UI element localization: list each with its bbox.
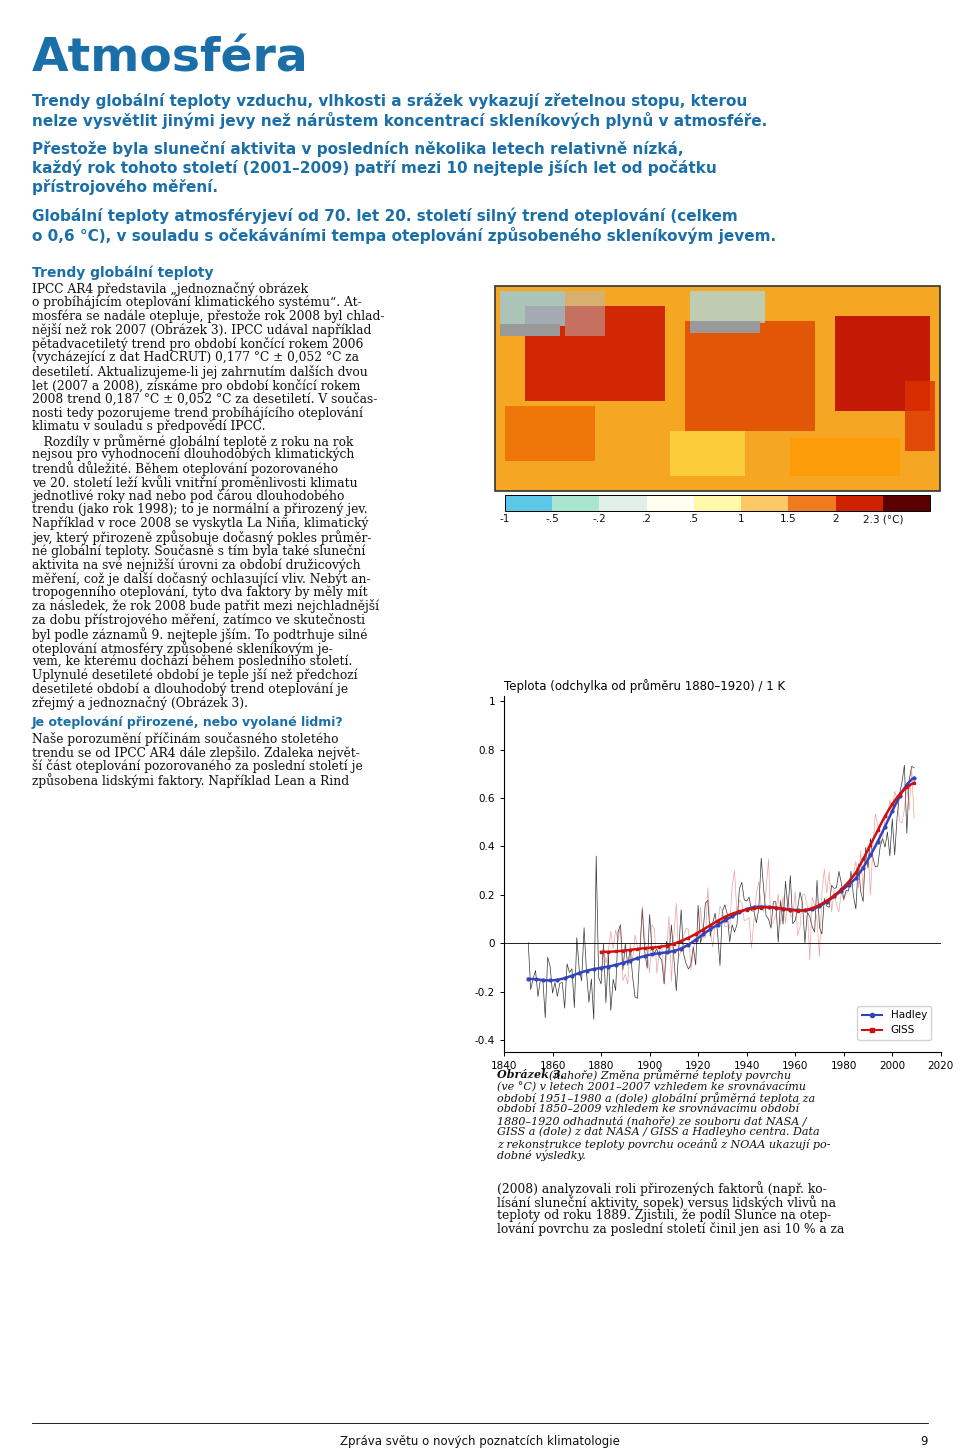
Text: přístrojového měření.: přístrojového měření.: [32, 178, 218, 194]
Bar: [835, 495, 883, 511]
Text: za následek, že rok 2008 bude patřit mezi nejchlаdnější: za následek, že rok 2008 bude patřit mez…: [32, 599, 379, 614]
Text: 9: 9: [921, 1435, 928, 1448]
Bar: [495, 286, 940, 490]
Text: vem, ke kterému dochází během posledního století.: vem, ke kterému dochází během posledního…: [32, 654, 352, 667]
Legend: Hadley, GISS: Hadley, GISS: [857, 1006, 931, 1040]
Text: ve 20. století leží kvůli vnitřní proměnlivosti klimatu: ve 20. století leží kvůli vnitřní proměn…: [32, 474, 358, 490]
Text: GISS a (dole) z dat NASA / GISS a Hadleyho centra. Data: GISS a (dole) z dat NASA / GISS a Hadley…: [497, 1126, 820, 1138]
Text: Trendy globální teploty: Trendy globální teploty: [32, 266, 213, 280]
Text: .2: .2: [641, 514, 652, 524]
Text: 1: 1: [738, 514, 744, 524]
Text: měření, což je další dočasný ochlaзující vliv. Nebýt an-: měření, což je další dočasný ochlaзující…: [32, 572, 371, 586]
Text: Je oteplování přirozené, nebo vyolané lidmi?: Je oteplování přirozené, nebo vyolané li…: [32, 715, 344, 728]
Text: každý rok tohoto století (2001–2009) patří mezi 10 nejteple jších let od počátku: každý rok tohoto století (2001–2009) pat…: [32, 160, 717, 177]
Bar: [565, 292, 605, 337]
Text: aktivita na své nejnižší úrovni za období družicových: aktivita na své nejnižší úrovni za obdob…: [32, 559, 361, 572]
Text: jev, který přirozeně způsobuje dočasný pokles průměr-: jev, který přirozeně způsobuje dočasný p…: [32, 531, 372, 546]
Text: za dobu přístrojového měření, zatímco ve skutečnosti: za dobu přístrojového měření, zatímco ve…: [32, 614, 365, 627]
Bar: [670, 431, 745, 476]
Text: -1: -1: [500, 514, 510, 524]
Text: .5: .5: [689, 514, 699, 524]
Bar: [790, 438, 900, 476]
Bar: [741, 495, 788, 511]
Text: o probíhájícím oteplování klimatického systému“. At-: o probíhájícím oteplování klimatického s…: [32, 296, 362, 309]
Text: zřejmý a jednoznačný (Obrázek 3).: zřejmý a jednoznačný (Obrázek 3).: [32, 696, 248, 710]
Text: Globální teploty atmosféryjeví od 70. let 20. století silný trend oteplování (ce: Globální teploty atmosféryjeví od 70. le…: [32, 207, 737, 225]
Text: 2: 2: [832, 514, 839, 524]
Bar: [835, 316, 930, 411]
Text: let (2007 a 2008), zísкáme pro období končící rokem: let (2007 a 2008), zísкáme pro období ko…: [32, 379, 360, 393]
Text: IPCC AR4 představila „jednoznačný obrázek: IPCC AR4 představila „jednoznačný obráze…: [32, 281, 308, 296]
Text: Přestože byla sluneční aktivita v posledních několika letech relativně nízká,: Přestože byla sluneční aktivita v posled…: [32, 141, 684, 157]
Text: 1880–1920 odhadnutá (nahoře) ze souboru dat NASA /: 1880–1920 odhadnutá (nahoře) ze souboru …: [497, 1114, 806, 1126]
Bar: [685, 321, 815, 431]
Bar: [690, 292, 765, 324]
Text: 2008 trend 0,187 °C ± 0,052 °C za desetiletí. V součas-: 2008 trend 0,187 °C ± 0,052 °C za deseti…: [32, 392, 377, 406]
Bar: [505, 406, 595, 461]
Bar: [500, 324, 560, 337]
Bar: [647, 495, 694, 511]
Bar: [694, 495, 741, 511]
Text: z rekonstrukce teploty povrchu oceánů z NOAA ukazují po-: z rekonstrukce teploty povrchu oceánů z …: [497, 1138, 830, 1149]
Text: nější než rok 2007 (Obrázek 3). IPCC udával například: nější než rok 2007 (Obrázek 3). IPCC udá…: [32, 324, 372, 338]
Text: Atmosféra: Atmosféra: [32, 36, 309, 81]
Text: ší část oteplování pozorovaného za poslední století je: ší část oteplování pozorovaného za posle…: [32, 759, 363, 773]
Text: lísání sluneční aktivity, sopek) versus lidských vlivů na: lísání sluneční aktivity, sopek) versus …: [497, 1194, 836, 1210]
Text: byl podle záznamů 9. nejteple jším. To podtrhuje silné: byl podle záznamů 9. nejteple jším. To p…: [32, 627, 368, 641]
Text: Zpráva světu o nových poznatcích klimatologie: Zpráva světu o nových poznatcích klimato…: [340, 1435, 620, 1448]
Text: nejsou pro vyhodnocení dlouhodobých klimatických: nejsou pro vyhodnocení dlouhodobých klim…: [32, 447, 354, 461]
Bar: [505, 495, 930, 511]
Text: desetileté období a dlouhodobý trend oteplování je: desetileté období a dlouhodobý trend ote…: [32, 682, 348, 695]
Text: Například v roce 2008 se vyskytla La Niña, klimatický: Například v roce 2008 se vyskytla La Niñ…: [32, 517, 369, 530]
Text: pětadvacetiletý trend pro období končící rokem 2006: pětadvacetiletý trend pro období končící…: [32, 337, 364, 351]
Text: teploty od roku 1889. Zjistili, že podíl Slunce na otep-: teploty od roku 1889. Zjistili, že podíl…: [497, 1209, 831, 1222]
Text: dobné výsledky.: dobné výsledky.: [497, 1149, 586, 1161]
Text: mosféra se nadále otepluje, přestože rok 2008 byl chlad-: mosféra se nadále otepluje, přestože rok…: [32, 309, 385, 324]
Text: způsobena lidskými faktory. Například Lean a Rind: způsobena lidskými faktory. Například Le…: [32, 773, 349, 788]
Text: tropogenního oteplování, tyto dva faktory by měly mít: tropogenního oteplování, tyto dva faktor…: [32, 586, 368, 599]
Text: (2008) analyzovali roli přirozených faktorů (např. ko-: (2008) analyzovali roli přirozených fakt…: [497, 1181, 827, 1196]
Text: Rozdíly v průměrné globální teplotě z roku na rok: Rozdíly v průměrné globální teplotě z ro…: [32, 434, 353, 448]
Text: -.2: -.2: [592, 514, 607, 524]
Bar: [500, 292, 565, 326]
Text: 2.3 (°C): 2.3 (°C): [862, 514, 903, 524]
Text: (ve °C) v letech 2001–2007 vzhledem ke srovnávacímu: (ve °C) v letech 2001–2007 vzhledem ke s…: [497, 1081, 805, 1091]
Text: 1.5: 1.5: [780, 514, 797, 524]
Bar: [788, 495, 835, 511]
Text: (nahoře) Změna průměrné teploty povrchu: (nahoře) Změna průměrné teploty povrchu: [549, 1069, 791, 1081]
Text: klimatu v souladu s předpovědí IPCC.: klimatu v souladu s předpovědí IPCC.: [32, 419, 266, 434]
Bar: [690, 321, 760, 332]
Text: né globální teploty. Současně s tím byla také sluneční: né globální teploty. Současně s tím byla…: [32, 544, 366, 559]
Bar: [525, 306, 665, 400]
Text: (vycházející z dat HadCRUT) 0,177 °C ± 0,052 °C za: (vycházející z dat HadCRUT) 0,177 °C ± 0…: [32, 351, 359, 364]
Text: Trendy globální teploty vzduchu, vlhkosti a srážek vykazují zřetelnou stopu, kte: Trendy globální teploty vzduchu, vlhkost…: [32, 93, 747, 109]
Text: trendů důležité. Během oteplování pozorovaného: trendů důležité. Během oteplování pozoro…: [32, 461, 338, 476]
Text: trendu (jako rok 1998); to je normální a přirozený jev.: trendu (jako rok 1998); to je normální a…: [32, 503, 368, 517]
Text: desetiletí. Aktualizujeme-li jej zahrnutím dalších dvou: desetiletí. Aktualizujeme-li jej zahrnut…: [32, 364, 368, 379]
Bar: [505, 495, 552, 511]
Bar: [552, 495, 599, 511]
Text: Uplynulé desetileté období je teple jší než předchozí: Uplynulé desetileté období je teple jší …: [32, 669, 358, 682]
Text: -.5: -.5: [545, 514, 559, 524]
Bar: [883, 495, 930, 511]
Text: Obrázek 3.: Obrázek 3.: [497, 1069, 568, 1080]
Text: lování povrchu za poslední století činil jen asi 10 % a za: lování povrchu za poslední století činil…: [497, 1222, 845, 1236]
Text: o 0,6 °C), v souladu s očekáváními tempa oteplování způsobeného skleníkovým jeve: o 0,6 °C), v souladu s očekáváními tempa…: [32, 226, 776, 244]
Text: jednotlivé roky nad nebo pod čárou dlouhodobého: jednotlivé roky nad nebo pod čárou dlouh…: [32, 489, 345, 503]
Text: nelze vysvětlit jinými jevy než nárůstem koncentrací skleníkových plynů v atmosf: nelze vysvětlit jinými jevy než nárůstem…: [32, 112, 767, 129]
Text: nosti tedy pozorujeme trend probíhájícího oteplování: nosti tedy pozorujeme trend probíhájícíh…: [32, 406, 363, 419]
Bar: [905, 382, 935, 451]
Text: období 1951–1980 a (dole) globální průměrná teplota za: období 1951–1980 a (dole) globální průmě…: [497, 1093, 815, 1104]
Bar: [599, 495, 647, 511]
Text: trendu se od IPCC AR4 dále zlepšilo. Zdaleka největ-: trendu se od IPCC AR4 dále zlepšilo. Zda…: [32, 746, 360, 760]
Text: období 1850–2009 vzhledem ke srovnávacímu období: období 1850–2009 vzhledem ke srovnávacím…: [497, 1104, 799, 1113]
Text: oteplování atmosféry způsobené skleníkovým je-: oteplování atmosféry způsobené skleníkov…: [32, 641, 333, 656]
Text: Naše porozumění příčinám současného stoletého: Naše porozumění příčinám současného stol…: [32, 731, 339, 746]
Text: Teplota (odchylka od průměru 1880–1920) / 1 K: Teplota (odchylka od průměru 1880–1920) …: [504, 679, 785, 692]
